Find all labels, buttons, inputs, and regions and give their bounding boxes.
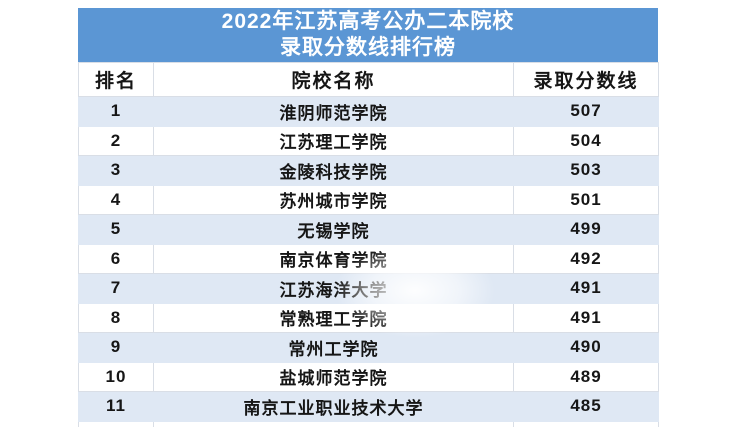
score-cell: 491 [513, 273, 659, 304]
rank-cell: 4 [78, 184, 154, 215]
rank-cell: 6 [78, 243, 154, 274]
col-header-rank: 排名 [78, 62, 154, 97]
title-line-1: 2022年江苏高考公办二本院校 [221, 10, 515, 33]
table-row: 11 南京工业职业技术大学 485 [78, 391, 659, 422]
title-line-2: 录取分数线排行榜 [280, 36, 456, 59]
scores-table: 排名 院校名称 录取分数线 1 淮阴师范学院 507 2 江苏理工学院 504 … [78, 62, 659, 427]
school-name-cell: 江苏海洋大学 [153, 273, 514, 304]
score-cell: 507 [513, 96, 659, 127]
rank-cell: 10 [78, 361, 154, 392]
empty-cell [513, 420, 659, 427]
score-cell: 501 [513, 184, 659, 215]
school-name-cell: 南京体育学院 [153, 243, 514, 274]
score-cell: 485 [513, 391, 659, 422]
table-row: 1 淮阴师范学院 507 [78, 96, 659, 127]
score-cell: 503 [513, 155, 659, 186]
rank-cell: 8 [78, 302, 154, 333]
table-row: 8 常熟理工学院 491 [78, 302, 659, 333]
table-body: 1 淮阴师范学院 507 2 江苏理工学院 504 3 金陵科技学院 503 4… [78, 96, 659, 422]
school-name-cell: 盐城师范学院 [153, 361, 514, 392]
ranking-table: 2022年江苏高考公办二本院校 录取分数线排行榜 排名 院校名称 录取分数线 1… [78, 8, 659, 427]
rank-cell: 7 [78, 273, 154, 304]
score-cell: 490 [513, 332, 659, 363]
school-name-cell: 南京工业职业技术大学 [153, 391, 514, 422]
school-name-cell: 金陵科技学院 [153, 155, 514, 186]
table-row: 10 盐城师范学院 489 [78, 361, 659, 392]
table-row: 4 苏州城市学院 501 [78, 184, 659, 215]
school-name-cell: 常熟理工学院 [153, 302, 514, 333]
school-name-cell: 淮阴师范学院 [153, 96, 514, 127]
rank-cell: 9 [78, 332, 154, 363]
score-cell: 489 [513, 361, 659, 392]
empty-cell [153, 420, 514, 427]
school-name-cell: 常州工学院 [153, 332, 514, 363]
table-row: 2 江苏理工学院 504 [78, 125, 659, 156]
table-row: 5 无锡学院 499 [78, 214, 659, 245]
school-name-cell: 无锡学院 [153, 214, 514, 245]
partial-clipped-row [78, 420, 659, 427]
school-name-cell: 苏州城市学院 [153, 184, 514, 215]
table-row: 7 江苏海洋大学 491 [78, 273, 659, 304]
score-cell: 504 [513, 125, 659, 156]
table-row: 3 金陵科技学院 503 [78, 155, 659, 186]
rank-cell: 3 [78, 155, 154, 186]
col-header-score: 录取分数线 [513, 62, 659, 97]
score-cell: 499 [513, 214, 659, 245]
score-cell: 491 [513, 302, 659, 333]
col-header-name: 院校名称 [153, 62, 514, 97]
rank-cell: 2 [78, 125, 154, 156]
rank-cell: 1 [78, 96, 154, 127]
school-name-cell: 江苏理工学院 [153, 125, 514, 156]
score-cell: 492 [513, 243, 659, 274]
rank-cell: 5 [78, 214, 154, 245]
empty-cell [78, 420, 154, 427]
table-row: 9 常州工学院 490 [78, 332, 659, 363]
header-row: 排名 院校名称 录取分数线 [78, 62, 659, 97]
table-title-banner: 2022年江苏高考公办二本院校 录取分数线排行榜 [78, 8, 658, 62]
rank-cell: 11 [78, 391, 154, 422]
table-row: 6 南京体育学院 492 [78, 243, 659, 274]
